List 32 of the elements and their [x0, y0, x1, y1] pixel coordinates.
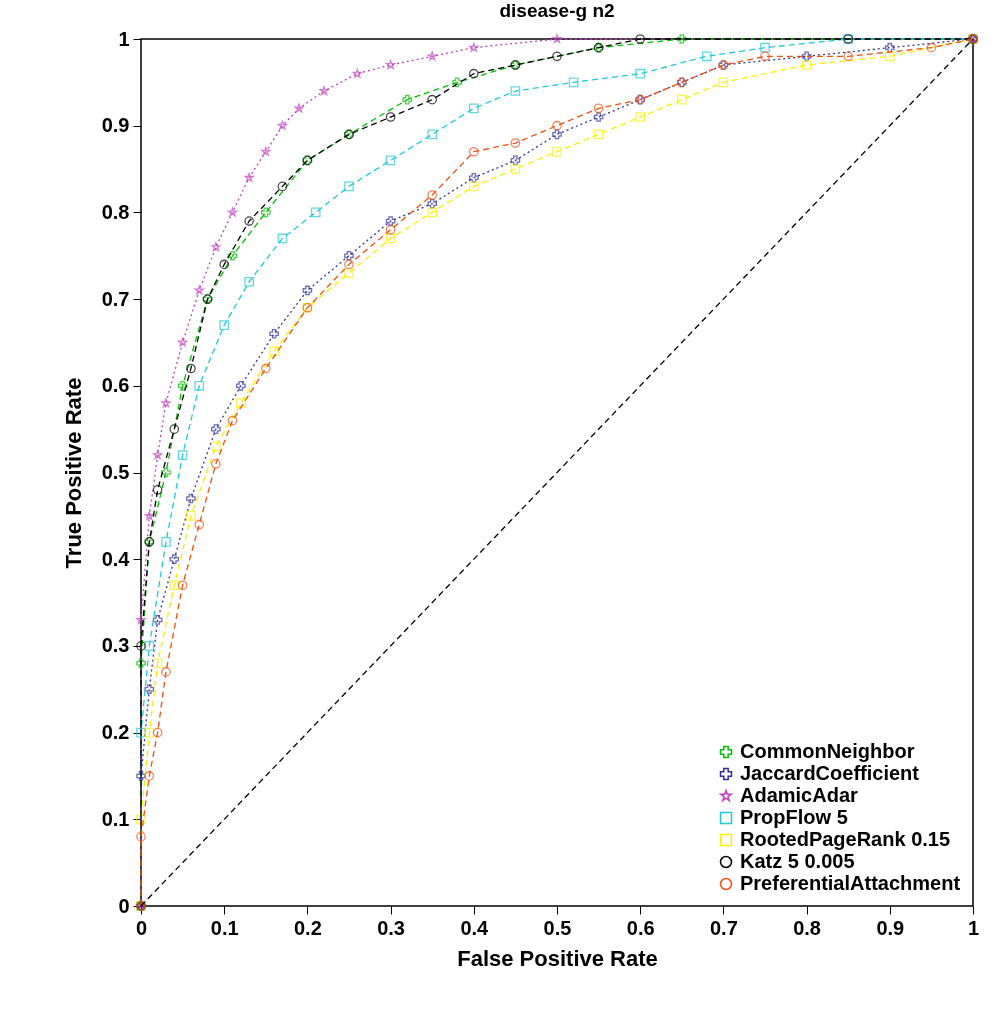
- y-tick-label: 0.4: [101, 547, 131, 570]
- y-tick-label: 0.5: [101, 461, 130, 483]
- x-tick-label: 0.8: [793, 916, 822, 939]
- legend-label: AdamicAdar: [740, 784, 859, 806]
- y-tick-label: 0.2: [101, 721, 130, 744]
- x-axis-title: False Positive Rate: [457, 945, 658, 971]
- legend-label: Katz 5 0.005: [740, 850, 855, 872]
- x-tick-label: 1: [967, 916, 980, 939]
- y-tick-label: 0.8: [101, 200, 130, 223]
- y-tick-label: 0.3: [101, 634, 130, 657]
- x-tick-label: 0.1: [210, 916, 239, 939]
- y-tick-label: 0.9: [101, 114, 130, 137]
- x-tick-label: 0.9: [876, 916, 905, 939]
- y-tick-label: 0.6: [101, 374, 130, 397]
- x-tick-label: 0.7: [709, 916, 738, 939]
- legend-label: JaccardCoefficient: [740, 762, 920, 784]
- x-tick-label: 0: [135, 916, 148, 939]
- chart-title: disease-g n2: [499, 0, 615, 21]
- y-tick-label: 0: [118, 894, 130, 917]
- y-tick-label: 1: [118, 27, 130, 50]
- x-tick-label: 0.4: [460, 916, 490, 939]
- y-tick-label: 0.1: [101, 807, 130, 830]
- y-tick-label: 0.7: [101, 287, 130, 310]
- legend-label: CommonNeighbor: [740, 740, 915, 762]
- x-tick-label: 0.5: [543, 916, 572, 939]
- x-tick-label: 0.2: [293, 916, 322, 939]
- legend-label: RootedPageRank 0.15: [740, 828, 951, 850]
- x-tick-label: 0.6: [626, 916, 655, 939]
- x-tick-label: 0.3: [377, 916, 406, 939]
- legend-label: PropFlow 5: [740, 806, 848, 828]
- y-axis-title: True Positive Rate: [60, 377, 86, 569]
- legend-label: PreferentialAttachment: [740, 872, 961, 894]
